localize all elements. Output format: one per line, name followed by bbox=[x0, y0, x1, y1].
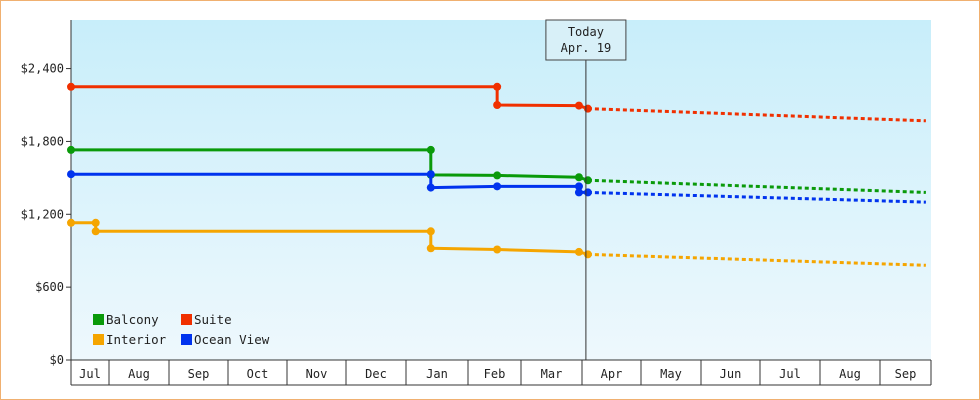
data-point bbox=[574, 101, 583, 110]
data-point bbox=[583, 250, 592, 259]
series-forecast-line bbox=[587, 107, 926, 123]
x-tick-label: Apr bbox=[601, 367, 623, 381]
y-tick-label: $1,200 bbox=[21, 207, 64, 221]
x-tick-label: Aug bbox=[839, 367, 861, 381]
x-tick-label: May bbox=[660, 367, 682, 381]
data-point bbox=[426, 145, 435, 154]
data-point bbox=[583, 104, 592, 113]
x-tick-label: Feb bbox=[484, 367, 506, 381]
data-point bbox=[574, 188, 583, 197]
series-forecast-line bbox=[587, 178, 926, 194]
legend-item-ocean-view: Ocean View bbox=[181, 332, 270, 347]
data-point bbox=[493, 182, 502, 191]
today-title: Today bbox=[568, 25, 604, 39]
data-point bbox=[583, 176, 592, 185]
data-point bbox=[426, 183, 435, 192]
series-interior bbox=[67, 218, 926, 267]
data-point bbox=[493, 171, 502, 180]
legend-label: Interior bbox=[106, 332, 167, 347]
data-point bbox=[493, 245, 502, 254]
data-point bbox=[574, 247, 583, 256]
data-point bbox=[574, 173, 583, 182]
series-forecast-line bbox=[587, 252, 926, 267]
x-tick-label: Sep bbox=[188, 367, 210, 381]
legend-swatch bbox=[181, 334, 192, 345]
x-tick-label: Nov bbox=[306, 367, 328, 381]
legend-item-suite: Suite bbox=[181, 312, 232, 327]
series-ocean-view bbox=[67, 170, 926, 204]
legend-swatch bbox=[93, 314, 104, 325]
data-point bbox=[426, 244, 435, 253]
data-point bbox=[583, 188, 592, 197]
today-box bbox=[545, 19, 627, 61]
data-point bbox=[67, 145, 75, 154]
y-tick-label: $1,800 bbox=[21, 134, 64, 148]
legend-label: Suite bbox=[194, 312, 232, 327]
legend-label: Ocean View bbox=[194, 332, 270, 347]
y-tick-label: $0 bbox=[50, 353, 64, 367]
x-tick-label: Sep bbox=[895, 367, 917, 381]
x-tick-label: Jun bbox=[720, 367, 742, 381]
legend-swatch bbox=[93, 334, 104, 345]
data-point bbox=[67, 82, 75, 91]
data-point bbox=[574, 182, 583, 191]
today-date: Apr. 19 bbox=[561, 41, 612, 55]
x-tick-label: Dec bbox=[365, 367, 387, 381]
legend-label: Balcony bbox=[106, 312, 159, 327]
x-tick-label: Aug bbox=[128, 367, 150, 381]
x-tick-label: Jan bbox=[426, 367, 448, 381]
data-point bbox=[67, 218, 75, 227]
data-point bbox=[426, 170, 435, 179]
legend-swatch bbox=[181, 314, 192, 325]
x-tick-label: Jul bbox=[779, 367, 801, 381]
legend-item-interior: Interior bbox=[93, 332, 167, 347]
plot-area bbox=[71, 20, 931, 360]
legend-item-balcony: Balcony bbox=[93, 312, 159, 327]
series-balcony bbox=[67, 145, 926, 194]
data-point bbox=[91, 227, 100, 236]
x-tick-label: Oct bbox=[247, 367, 269, 381]
y-tick-label: $2,400 bbox=[21, 62, 64, 76]
data-point bbox=[493, 82, 502, 91]
data-point bbox=[91, 218, 100, 227]
data-point bbox=[67, 170, 75, 179]
x-tick-label: Jul bbox=[79, 367, 101, 381]
data-point bbox=[426, 227, 435, 236]
series-suite bbox=[67, 82, 926, 123]
x-tick-label: Mar bbox=[541, 367, 563, 381]
data-point bbox=[493, 101, 502, 109]
series-forecast-line bbox=[587, 190, 926, 204]
y-tick-label: $600 bbox=[35, 280, 64, 294]
